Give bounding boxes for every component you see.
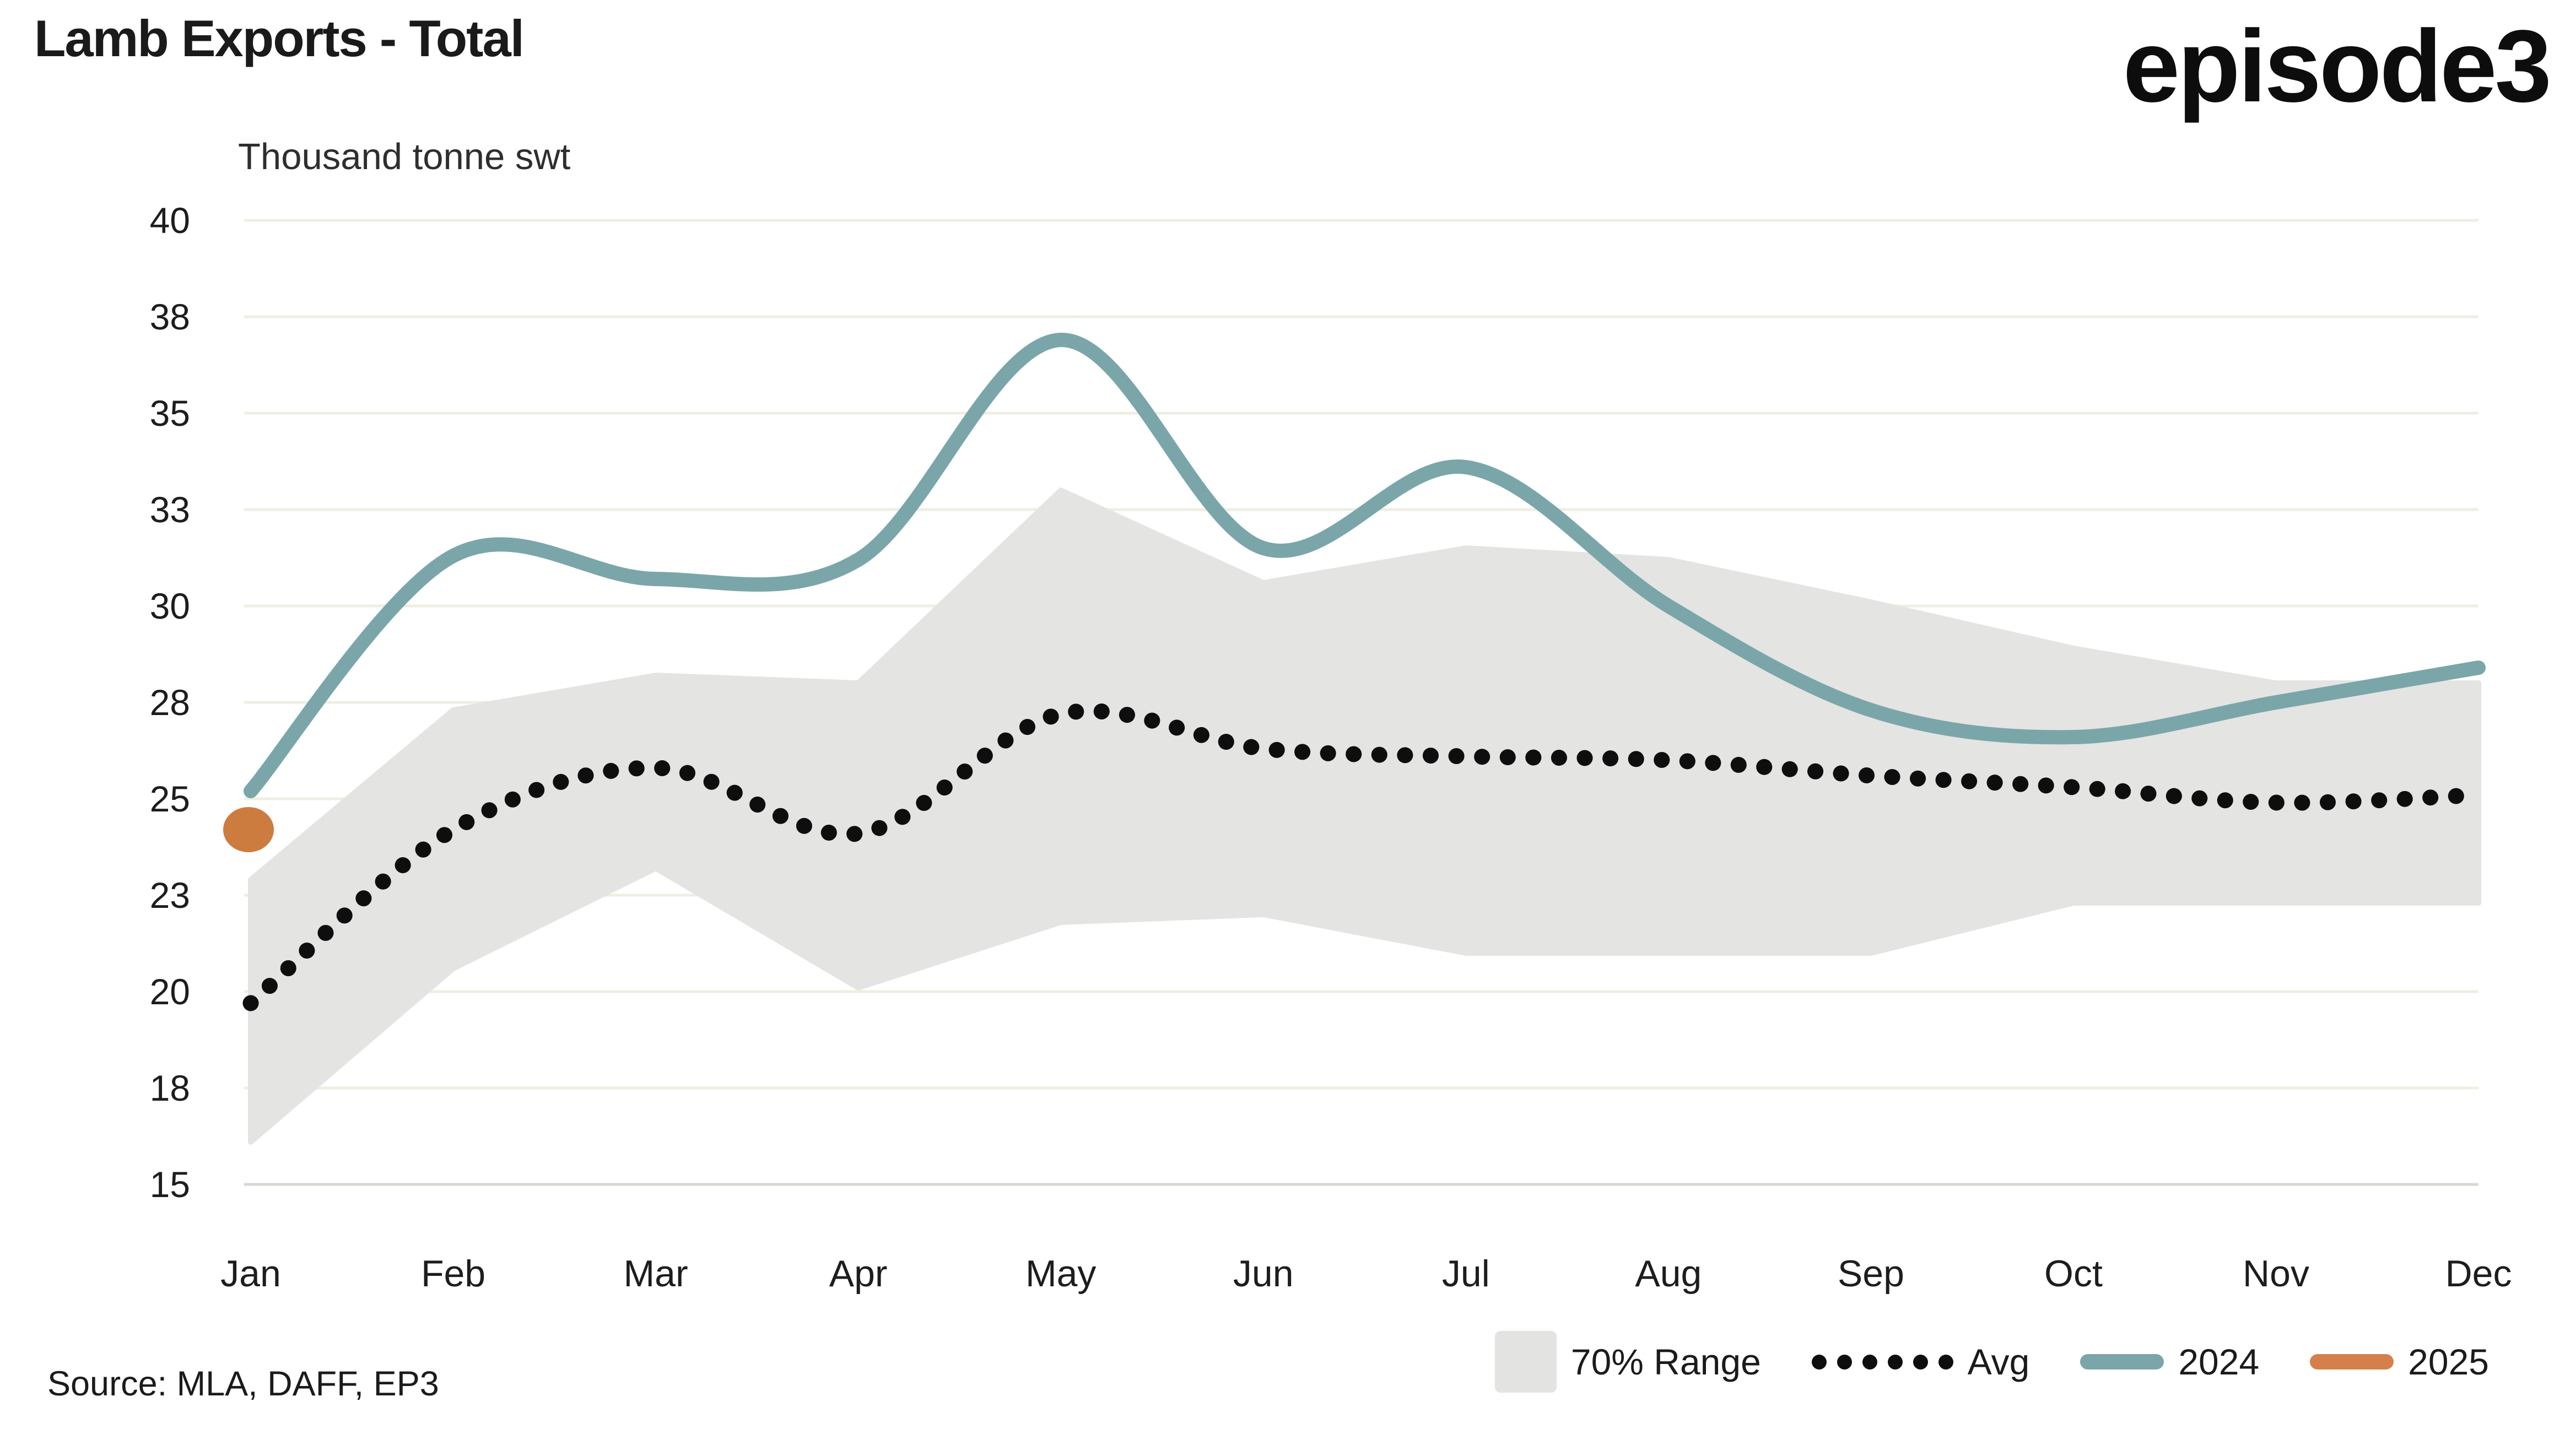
legend-label: 2025 <box>2408 1341 2489 1382</box>
legend-item-2025: 2025 <box>2310 1341 2489 1383</box>
point-2025-Jan <box>223 807 274 852</box>
y-tick-label: 38 <box>150 296 190 337</box>
y-tick-label: 40 <box>150 200 190 241</box>
x-tick-label-Apr: Apr <box>829 1253 888 1295</box>
x-tick-label-Dec: Dec <box>2445 1253 2512 1295</box>
y-tick-label: 23 <box>150 875 190 916</box>
y-tick-label: 33 <box>150 489 190 530</box>
legend-label: 70% Range <box>1570 1341 1761 1382</box>
episode3-logo: episode3 <box>2123 9 2552 123</box>
line-2024 <box>244 332 2486 798</box>
legend-item-avg: Avg <box>1811 1341 2030 1383</box>
x-tick-label-Jun: Jun <box>1233 1253 1294 1295</box>
avg-dotted-line <box>242 703 2487 1011</box>
legend-swatch-range <box>1494 1331 1557 1393</box>
x-tick-label-Nov: Nov <box>2243 1253 2309 1295</box>
x-tick-label-Jul: Jul <box>1442 1253 1490 1295</box>
x-tick-label-Jan: Jan <box>220 1253 281 1295</box>
page-title: Lamb Exports - Total <box>34 9 525 67</box>
x-tick-label-Mar: Mar <box>624 1253 688 1295</box>
source-note: Source: MLA, DAFF, EP3 <box>47 1365 439 1403</box>
y-tick-label: 20 <box>150 971 190 1012</box>
y-axis-unit-label: Thousand tonne swt <box>238 136 571 177</box>
x-tick-label-Sep: Sep <box>1838 1253 1904 1295</box>
legend-label: Avg <box>1967 1341 2030 1382</box>
legend-item-70-range: 70% Range <box>1494 1331 1761 1393</box>
legend-swatch-2024 <box>2080 1354 2164 1370</box>
y-tick-label: 18 <box>150 1068 190 1108</box>
y-tick-label: 30 <box>150 586 190 626</box>
y-tick-label: 25 <box>150 778 190 819</box>
legend-label: 2024 <box>2178 1341 2260 1382</box>
y-tick-label: 15 <box>150 1164 190 1205</box>
y-tick-label: 35 <box>150 393 190 434</box>
range-band-area <box>248 488 2482 1145</box>
y-tick-label: 28 <box>150 682 190 723</box>
legend-item-2024: 2024 <box>2080 1341 2259 1383</box>
chart-legend: 70% Range Avg 2024 2025 <box>1494 1323 2489 1400</box>
x-tick-label-Feb: Feb <box>421 1253 485 1295</box>
x-tick-label-Oct: Oct <box>2044 1253 2103 1295</box>
legend-swatch-2025 <box>2310 1354 2394 1370</box>
x-tick-label-Aug: Aug <box>1635 1253 1702 1295</box>
x-tick-label-May: May <box>1025 1253 1096 1295</box>
legend-swatch-avg <box>1811 1354 1953 1370</box>
